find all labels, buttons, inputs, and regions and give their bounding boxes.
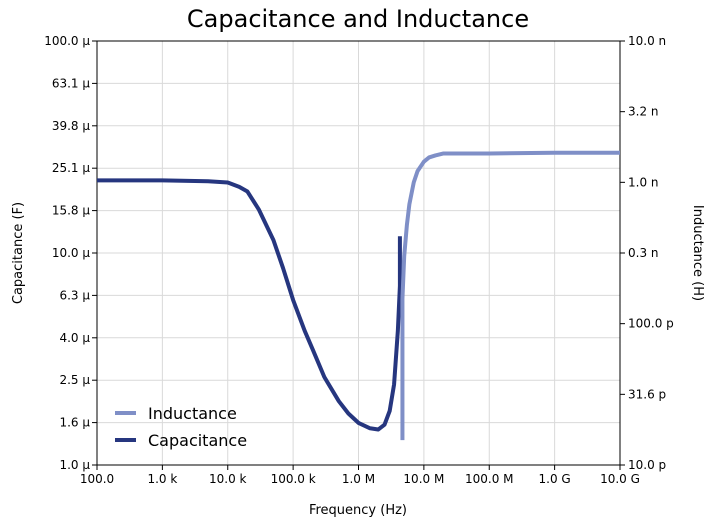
y-right-tick-label: 100.0 p	[628, 317, 674, 331]
series-line-capacitance	[97, 178, 402, 432]
x-tick-label: 1.0 M	[342, 472, 375, 486]
y-left-tick-label: 63.1 µ	[52, 76, 91, 90]
series-line-inductance	[400, 150, 620, 441]
x-tick-label: 100.0	[80, 472, 114, 486]
y-left-tick-label: 10.0 µ	[52, 246, 91, 260]
x-tick-label: 10.0 k	[209, 472, 247, 486]
y-left-tick-label: 1.0 µ	[59, 458, 90, 472]
x-tick-label: 100.0 k	[271, 472, 316, 486]
x-tick-label: 10.0 G	[600, 472, 640, 486]
y-left-tick-label: 4.0 µ	[59, 331, 90, 345]
y-left-tick-label: 100.0 µ	[44, 34, 90, 48]
y-right-tick-label: 1.0 n	[628, 175, 659, 189]
x-tick-label: 10.0 M	[403, 472, 444, 486]
y-right-tick-label: 0.3 n	[628, 246, 659, 260]
x-tick-label: 1.0 G	[539, 472, 571, 486]
y-right-tick-label: 31.6 p	[628, 387, 666, 401]
legend: Inductance Capacitance	[115, 404, 247, 450]
series-group	[97, 150, 620, 441]
x-tick-label: 100.0 M	[465, 472, 514, 486]
y-right-tick-label: 10.0 n	[628, 34, 666, 48]
grid	[96, 40, 621, 466]
y-axis-left: 1.0 µ 1.6 µ 2.5 µ 4.0 µ 6.3 µ 10.0 µ 15.8 µ 25.…	[44, 34, 97, 472]
y-right-tick-label: 3.2 n	[628, 105, 659, 119]
chart-title: Capacitance and Inductance	[187, 5, 529, 33]
y-left-tick-label: 25.1 µ	[52, 161, 91, 175]
y-left-tick-label: 6.3 µ	[59, 288, 90, 302]
y-axis-left-label: Capacitance (F)	[11, 202, 26, 304]
x-tick-label: 1.0 k	[147, 472, 177, 486]
y-right-tick-label: 10.0 p	[628, 458, 666, 472]
legend-label-capacitance: Capacitance	[148, 431, 247, 450]
y-left-tick-label: 15.8 µ	[52, 204, 91, 218]
x-axis: 100.0 1.0 k 10.0 k 100.0 k 1.0 M 10.0 M 100.0 …	[80, 465, 640, 486]
y-axis-right-label: Inductance (H)	[690, 205, 705, 301]
y-left-tick-label: 1.6 µ	[59, 416, 90, 430]
y-left-tick-label: 2.5 µ	[59, 373, 90, 387]
x-axis-label: Frequency (Hz)	[309, 503, 407, 518]
y-axis-right: 10.0 p 31.6 p 100.0 p 0.3 n 1.0 n 3.2 n 10.0 n	[620, 34, 674, 472]
legend-label-inductance: Inductance	[148, 404, 237, 423]
y-left-tick-label: 39.8 µ	[52, 119, 91, 133]
